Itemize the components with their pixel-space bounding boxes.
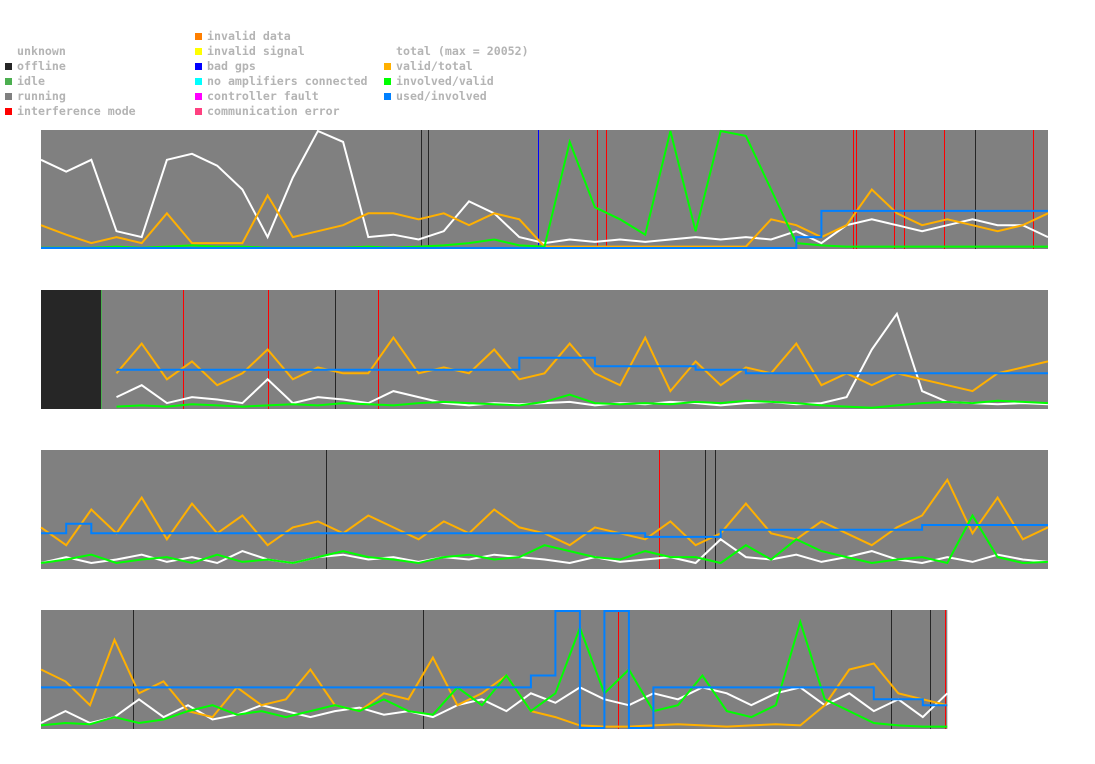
swatch-used-involved <box>384 93 391 100</box>
series-line-total <box>40 538 1049 565</box>
swatch-no-amplifiers <box>195 78 202 85</box>
panel-background <box>41 130 1048 249</box>
series-line-involved-valid <box>41 129 1048 249</box>
swatch-invalid-data <box>195 33 202 40</box>
chart-panel-1 <box>40 129 1049 249</box>
swatch-invalid-signal <box>195 48 202 55</box>
series-line-used-involved <box>41 209 1048 249</box>
legend-label: used/involved <box>396 89 487 103</box>
swatch-bad-gps <box>195 63 202 70</box>
legend-label: invalid signal <box>207 44 305 58</box>
swatch-interference-mode <box>5 108 12 115</box>
swatch-idle <box>5 78 12 85</box>
chart-panel-3 <box>40 450 1049 569</box>
panel-background <box>41 450 1048 569</box>
legend-label: total (max = 20052) <box>396 44 529 58</box>
legend-label: valid/total <box>396 59 473 73</box>
status-span-offline <box>41 290 102 409</box>
swatch-involved-valid <box>384 78 391 85</box>
series-line-involved-valid <box>40 513 1049 565</box>
swatch-offline <box>5 63 12 70</box>
legend-label: unknown <box>17 44 66 58</box>
legend-label: bad gps <box>207 59 256 73</box>
series-line-used-involved <box>41 522 1048 538</box>
legend-label: no amplifiers connected <box>207 74 368 88</box>
legend-label: idle <box>17 74 45 88</box>
legend-label: invalid data <box>207 29 291 43</box>
series-line-valid-total <box>40 637 948 728</box>
series-line-involved-valid <box>40 618 948 728</box>
legend-label: interference mode <box>17 104 136 118</box>
chart-panel-2 <box>41 290 1049 409</box>
series-line-used-involved <box>116 356 1048 375</box>
swatch-communication-error <box>195 108 202 115</box>
swatch-controller-fault <box>195 93 202 100</box>
legend-label: involved/valid <box>396 74 494 88</box>
legend-label: communication error <box>207 104 340 118</box>
legend-label: running <box>17 89 66 103</box>
series-line-used-involved <box>41 610 948 729</box>
swatch-valid-total <box>384 63 391 70</box>
series-line-total <box>116 311 1049 407</box>
panel-background <box>41 290 1048 409</box>
chart-panel-4 <box>40 610 948 729</box>
series-line-involved-valid <box>116 393 1049 409</box>
swatch-running <box>5 93 12 100</box>
legend-label: controller fault <box>207 89 319 103</box>
legend-label: offline <box>17 59 66 73</box>
